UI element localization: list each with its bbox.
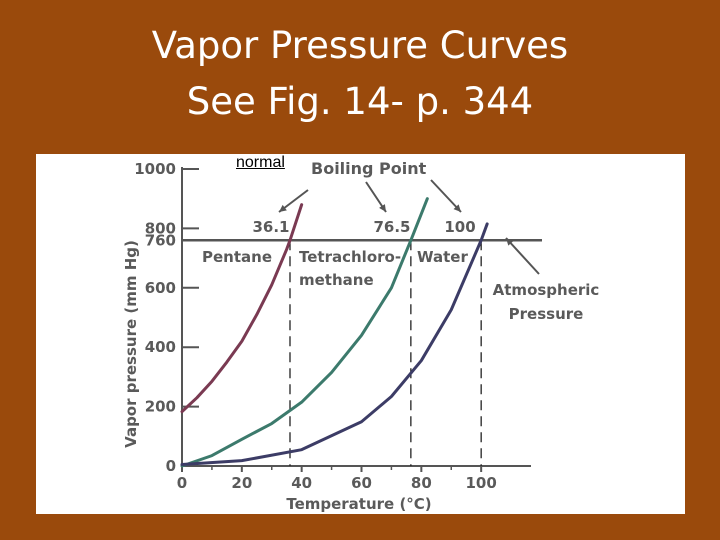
series-line-pentane: [180, 203, 304, 414]
boiling-point-value-label: 100: [444, 218, 475, 236]
boiling-point-arrow-1-head: [279, 204, 287, 212]
slide-title-line-2: See Fig. 14- p. 344: [186, 80, 534, 123]
x-tick-label: 0: [177, 474, 187, 492]
y-tick-label: 200: [145, 398, 176, 416]
series-label-pentane: Pentane: [202, 248, 272, 266]
x-axis-label: Temperature (°C): [286, 495, 431, 513]
atmospheric-label-line-1: Atmospheric: [493, 281, 600, 299]
x-tick-label: 60: [351, 474, 372, 492]
y-tick-label: 1000: [134, 160, 176, 178]
boiling-point-arrow-3: [430, 179, 462, 213]
series-line-tetrachloromethane: [180, 197, 429, 468]
y-tick-label: 400: [145, 338, 176, 356]
slide-title: Vapor Pressure Curves See Fig. 14- p. 34…: [0, 18, 720, 130]
x-tick-label: 80: [411, 474, 432, 492]
slide-title-line-1: Vapor Pressure Curves: [151, 24, 569, 67]
atmospheric-pressure-arrow-head: [506, 238, 514, 246]
boiling-point-label: Boiling Point: [311, 159, 427, 178]
y-tick-label: 760: [145, 231, 176, 249]
atmospheric-pressure-arrow: [505, 237, 540, 275]
boiling-point-value-label: 36.1: [252, 218, 289, 236]
series-label-water: Water: [417, 248, 468, 266]
series-label-tetrachloro: Tetrachloro-: [299, 248, 401, 266]
chart-panel: 0 200 400 600 760 800 1000 0 20 40 60 80 100 Pentane T…: [36, 154, 685, 514]
x-tick-label: 100: [466, 474, 497, 492]
series-label-methane: methane: [299, 271, 374, 289]
boiling-point-value-label: 76.5: [373, 218, 410, 236]
x-tick-label: 40: [291, 474, 312, 492]
x-tick-label: 20: [231, 474, 252, 492]
y-tick-label: 0: [166, 457, 176, 475]
boiling-point-arrow-2-head: [379, 204, 386, 212]
y-tick-label: 800: [145, 219, 176, 237]
boiling-point-arrow-3-head: [453, 204, 461, 212]
series-line-water: [180, 222, 489, 467]
y-tick-label: 600: [145, 279, 176, 297]
normal-annotation: normal: [236, 154, 285, 171]
y-axis-label: Vapor pressure (mm Hg): [122, 240, 140, 448]
atmospheric-label-line-2: Pressure: [509, 305, 584, 323]
